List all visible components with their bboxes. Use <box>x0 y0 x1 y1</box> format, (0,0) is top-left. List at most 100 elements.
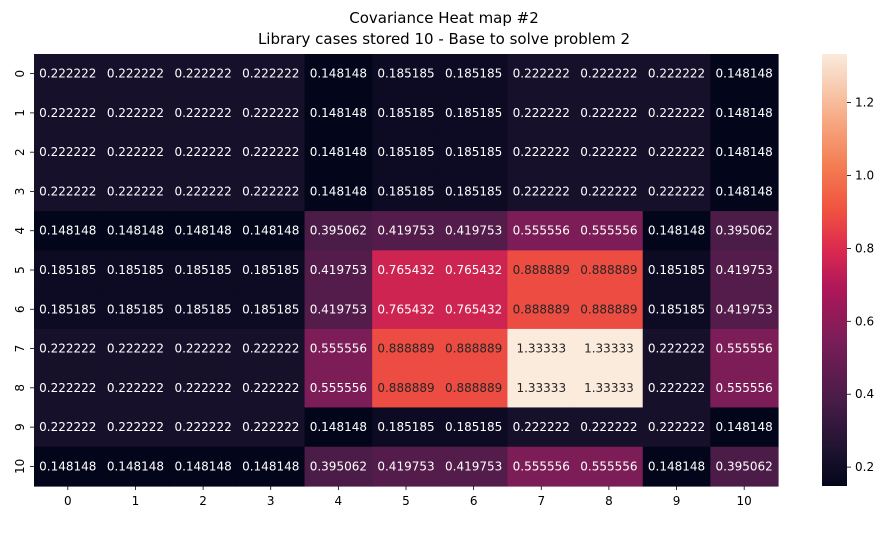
heatmap-cell-r3-c7 <box>507 171 576 212</box>
heatmap-cell-r0-c5 <box>372 54 441 94</box>
y-tick-label-10: 10 <box>13 459 27 474</box>
x-tick-label-2: 2 <box>199 494 207 508</box>
heatmap-cell-r6-c8 <box>575 289 644 330</box>
heatmap-cell-r1-c5 <box>372 93 441 134</box>
heatmap-cell-r9-c8 <box>575 407 644 448</box>
cell-label-r8-c6: 0.888889 <box>445 381 502 395</box>
heatmap-cell-r9-c1 <box>101 407 170 448</box>
cell-label-r3-c6: 0.185185 <box>445 184 502 198</box>
heatmap-cell-r10-c1 <box>101 446 170 487</box>
cell-label-r9-c3: 0.222222 <box>242 420 299 434</box>
cell-label-r7-c2: 0.222222 <box>174 342 231 356</box>
cell-label-r9-c6: 0.185185 <box>445 420 502 434</box>
heatmap-cell-r10-c5 <box>372 446 441 487</box>
cell-label-r8-c2: 0.222222 <box>174 381 231 395</box>
heatmap-cell-r6-c6 <box>439 289 509 330</box>
heatmap-cell-r7-c1 <box>101 328 170 369</box>
cell-label-r9-c8: 0.222222 <box>580 420 637 434</box>
y-tick-label-6: 6 <box>13 305 27 313</box>
heatmap-cell-r5-c7 <box>507 250 576 291</box>
heatmap-cell-r2-c7 <box>507 132 576 173</box>
cell-label-r8-c8: 1.33333 <box>584 381 634 395</box>
cell-label-r3-c8: 0.222222 <box>580 184 637 198</box>
cell-label-r8-c9: 0.222222 <box>648 381 705 395</box>
heatmap-cell-r3-c4 <box>304 171 373 212</box>
cell-label-r10-c8: 0.555556 <box>580 459 637 473</box>
heatmap-cell-r10-c3 <box>236 446 306 487</box>
cell-label-r3-c9: 0.222222 <box>648 184 705 198</box>
heatmap-cell-r5-c5 <box>372 250 441 291</box>
heatmap-cell-r5-c9 <box>642 250 711 291</box>
cell-label-r10-c4: 0.395062 <box>310 459 367 473</box>
heatmap-cell-r3-c1 <box>101 171 170 212</box>
heatmap-cell-r1-c10 <box>710 93 779 134</box>
heatmap-cell-r1-c3 <box>236 93 306 134</box>
heatmap-cell-r8-c0 <box>34 368 103 409</box>
heatmap-cell-r3-c0 <box>34 171 103 212</box>
cell-label-r7-c9: 0.222222 <box>648 342 705 356</box>
cell-label-r4-c2: 0.148148 <box>174 224 231 238</box>
heatmap-cell-r2-c5 <box>372 132 441 173</box>
cell-label-r0-c9: 0.222222 <box>648 67 705 81</box>
heatmap-cell-r3-c2 <box>169 171 238 212</box>
heatmap-cell-r5-c0 <box>34 250 103 291</box>
cell-label-r0-c3: 0.222222 <box>242 67 299 81</box>
cell-label-r9-c10: 0.148148 <box>716 420 773 434</box>
heatmap-cell-r6-c1 <box>101 289 170 330</box>
cell-label-r2-c2: 0.222222 <box>174 145 231 159</box>
cell-label-r7-c5: 0.888889 <box>377 342 434 356</box>
cell-label-r7-c0: 0.222222 <box>39 342 96 356</box>
cell-label-r4-c4: 0.395062 <box>310 224 367 238</box>
cell-label-r3-c7: 0.222222 <box>513 184 570 198</box>
heatmap-cell-r9-c0 <box>34 407 103 448</box>
heatmap-cell-r9-c9 <box>642 407 711 448</box>
cell-label-r4-c7: 0.555556 <box>513 224 570 238</box>
cell-label-r0-c2: 0.222222 <box>174 67 231 81</box>
cell-label-r0-c7: 0.222222 <box>513 67 570 81</box>
heatmap-cell-r2-c3 <box>236 132 306 173</box>
heatmap-cell-r8-c2 <box>169 368 238 409</box>
cell-label-r2-c5: 0.185185 <box>377 145 434 159</box>
heatmap-cell-r8-c10 <box>710 368 779 409</box>
heatmap-cell-r9-c10 <box>710 407 779 448</box>
heatmap-cell-r7-c3 <box>236 328 306 369</box>
heatmap-cell-r4-c0 <box>34 211 103 251</box>
heatmap-cell-r10-c4 <box>304 446 373 487</box>
cell-label-r4-c1: 0.148148 <box>107 224 164 238</box>
heatmap-cell-r8-c4 <box>304 368 373 409</box>
heatmap-cell-r1-c6 <box>439 93 509 134</box>
cell-label-r6-c7: 0.888889 <box>513 302 570 316</box>
cell-label-r6-c1: 0.185185 <box>107 302 164 316</box>
heatmap-cell-r7-c7 <box>507 328 576 369</box>
y-tick-label-2: 2 <box>13 148 27 156</box>
cell-label-r1-c10: 0.148148 <box>716 106 773 120</box>
heatmap-cell-r0-c10 <box>710 54 779 94</box>
heatmap-cell-r6-c9 <box>642 289 711 330</box>
heatmap-cell-r4-c9 <box>642 211 711 251</box>
cell-label-r3-c3: 0.222222 <box>242 184 299 198</box>
y-tick-label-0: 0 <box>13 70 27 78</box>
heatmap-cell-r2-c6 <box>439 132 509 173</box>
heatmap-cell-r0-c7 <box>507 54 576 94</box>
cell-label-r8-c10: 0.555556 <box>716 381 773 395</box>
cell-label-r1-c9: 0.222222 <box>648 106 705 120</box>
heatmap-cell-r6-c0 <box>34 289 103 330</box>
cell-label-r6-c9: 0.185185 <box>648 302 705 316</box>
cell-label-r6-c3: 0.185185 <box>242 302 299 316</box>
heatmap-cell-r9-c5 <box>372 407 441 448</box>
heatmap-cells <box>34 54 779 487</box>
heatmap-cell-r8-c6 <box>439 368 509 409</box>
heatmap-cell-r0-c0 <box>34 54 103 94</box>
heatmap-cell-r4-c5 <box>372 211 441 251</box>
cell-label-r10-c0: 0.148148 <box>39 459 96 473</box>
heatmap-cell-r4-c7 <box>507 211 576 251</box>
y-tick-label-8: 8 <box>13 384 27 392</box>
cell-label-r6-c8: 0.888889 <box>580 302 637 316</box>
cell-label-r9-c9: 0.222222 <box>648 420 705 434</box>
cell-label-r8-c7: 1.33333 <box>516 381 566 395</box>
cell-label-r1-c4: 0.148148 <box>310 106 367 120</box>
cell-label-r4-c5: 0.419753 <box>377 224 434 238</box>
heatmap-cell-r1-c7 <box>507 93 576 134</box>
heatmap-cell-r10-c7 <box>507 446 576 487</box>
heatmap-cell-r10-c2 <box>169 446 238 487</box>
